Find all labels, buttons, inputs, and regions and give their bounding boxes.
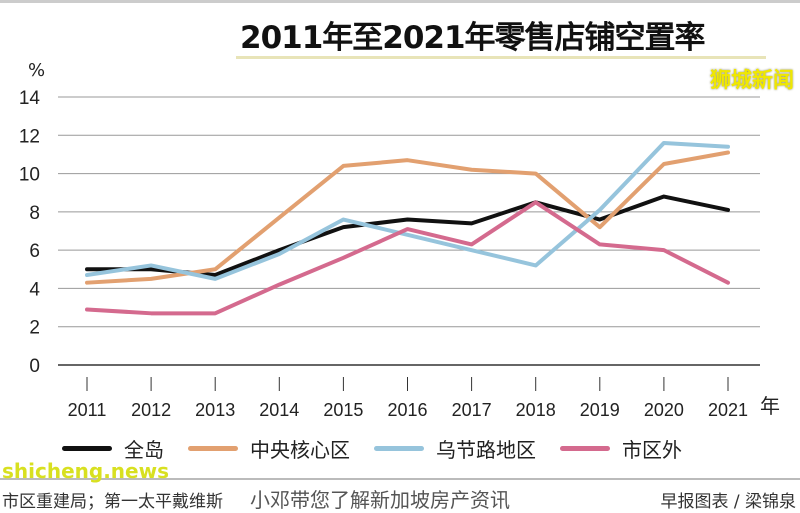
- y-tick-label: 2: [29, 318, 40, 339]
- y-tick-label: 12: [19, 126, 40, 147]
- watermark-top: 狮城新闻: [710, 64, 794, 94]
- x-tick-label: 2015: [323, 400, 363, 420]
- y-tick-label: 10: [19, 165, 40, 186]
- y-tick-label: 14: [19, 88, 41, 109]
- y-tick-label: 4: [29, 279, 40, 300]
- y-tick-label: 8: [29, 203, 40, 224]
- x-tick-label: 2014: [259, 400, 299, 420]
- source-note: 市区重建局；第一太平戴维斯: [2, 487, 223, 512]
- x-axis-label: 年: [760, 394, 780, 418]
- legend-item: 中央核心区: [188, 434, 350, 463]
- legend-item: 乌节路地区: [374, 434, 536, 463]
- x-tick-label: 2011: [68, 400, 107, 420]
- legend-item: 市区外: [560, 434, 682, 463]
- legend-swatch: [188, 446, 238, 451]
- series-line: [87, 143, 728, 279]
- y-tick-label: 6: [29, 241, 40, 262]
- legend-swatch: [62, 446, 112, 451]
- x-tick-label: 2018: [516, 400, 556, 420]
- legend-label: 中央核心区: [250, 434, 350, 463]
- x-tick-label: 2019: [580, 400, 620, 420]
- legend-swatch: [560, 446, 610, 451]
- line-chart: 0 2 4 6 8 10 12 14 2011 2012 2013 2014 2015 2016 2017 2…: [0, 0, 800, 430]
- x-tick-label: 2020: [644, 400, 684, 420]
- x-tick-label: 2012: [131, 400, 171, 420]
- x-tick-label: 2013: [195, 400, 235, 420]
- x-tick-label: 2016: [387, 400, 427, 420]
- watermark-bottom-center: 小邓带您了解新加坡房产资讯: [250, 484, 510, 513]
- legend-swatch: [374, 446, 424, 451]
- x-tick-label: 2017: [452, 400, 492, 420]
- credit-note: 早报图表 / 梁锦泉: [660, 487, 796, 512]
- y-tick-label: 0: [29, 356, 40, 377]
- legend-label: 市区外: [622, 434, 682, 463]
- watermark-bottom-left: shicheng.news: [2, 460, 169, 482]
- x-tick-label: 2021: [708, 400, 748, 420]
- legend-label: 乌节路地区: [436, 434, 536, 463]
